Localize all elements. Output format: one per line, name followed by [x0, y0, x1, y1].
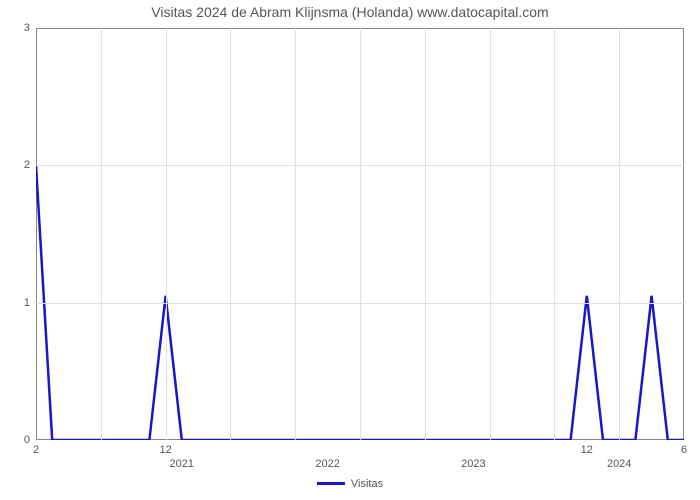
x-major-tick-label: 2023: [461, 458, 485, 470]
vgrid-line: [554, 28, 555, 440]
y-tick-label: 0: [24, 434, 30, 446]
chart-container: Visitas 2024 de Abram Klijnsma (Holanda)…: [0, 0, 700, 500]
chart-title: Visitas 2024 de Abram Klijnsma (Holanda)…: [0, 4, 700, 20]
y-tick-label: 1: [24, 297, 30, 309]
x-minor-tick-label: 2: [33, 444, 39, 456]
vgrid-line: [295, 28, 296, 440]
plot-area: 01232121262021202220232024: [36, 28, 684, 440]
vgrid-line: [166, 28, 167, 440]
x-major-tick-label: 2024: [607, 458, 631, 470]
x-minor-tick-label: 12: [159, 444, 171, 456]
vgrid-line: [425, 28, 426, 440]
x-minor-tick-label: 6: [681, 444, 687, 456]
x-major-tick-label: 2021: [170, 458, 194, 470]
legend-label: Visitas: [351, 478, 383, 490]
legend-item-visitas: Visitas: [317, 478, 383, 490]
y-tick-label: 2: [24, 159, 30, 171]
vgrid-line: [230, 28, 231, 440]
vgrid-line: [490, 28, 491, 440]
legend-swatch: [317, 482, 345, 485]
vgrid-line: [619, 28, 620, 440]
chart-legend: Visitas: [0, 476, 700, 490]
vgrid-line: [360, 28, 361, 440]
y-tick-label: 3: [24, 22, 30, 34]
x-major-tick-label: 2022: [315, 458, 339, 470]
x-minor-tick-label: 12: [581, 444, 593, 456]
vgrid-line: [101, 28, 102, 440]
